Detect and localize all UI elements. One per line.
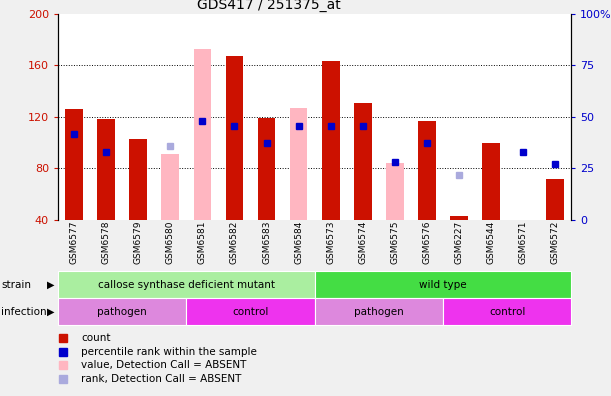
Text: GSM6584: GSM6584 [294,221,303,264]
Text: GSM6581: GSM6581 [198,221,207,264]
Text: GSM6579: GSM6579 [134,221,143,264]
Bar [315,271,571,298]
Bar [386,163,404,220]
Text: rank, Detection Call = ABSENT: rank, Detection Call = ABSENT [81,373,241,384]
Text: ▶: ▶ [47,280,54,290]
Text: pathogen: pathogen [97,307,147,317]
Bar [315,298,443,325]
Bar [290,108,307,220]
Text: GSM6576: GSM6576 [422,221,431,264]
Text: control: control [489,307,525,317]
Bar [194,49,211,220]
Text: strain: strain [1,280,31,290]
Text: GSM6573: GSM6573 [326,221,335,264]
Text: GSM6227: GSM6227 [455,221,464,264]
Text: GSM6571: GSM6571 [519,221,528,264]
Bar [65,109,83,220]
Bar [482,143,500,220]
Bar [130,139,147,220]
Text: pathogen: pathogen [354,307,404,317]
Text: GSM6582: GSM6582 [230,221,239,264]
Text: wild type: wild type [419,280,467,290]
Text: GSM6578: GSM6578 [101,221,111,264]
Bar [225,56,243,220]
Text: GSM6583: GSM6583 [262,221,271,264]
Text: GSM6544: GSM6544 [486,221,496,264]
Bar [161,154,179,220]
Text: ▶: ▶ [47,307,54,317]
Text: infection: infection [1,307,47,317]
Text: count: count [81,333,111,343]
Text: GSM6572: GSM6572 [551,221,560,264]
Bar [450,216,468,220]
Text: percentile rank within the sample: percentile rank within the sample [81,347,257,357]
Text: GSM6574: GSM6574 [358,221,367,264]
Text: value, Detection Call = ABSENT: value, Detection Call = ABSENT [81,360,246,370]
Bar [186,298,315,325]
Bar [443,298,571,325]
Bar [418,121,436,220]
Text: GSM6580: GSM6580 [166,221,175,264]
Bar [58,271,315,298]
Bar [58,298,186,325]
Text: control: control [232,307,269,317]
Text: GSM6575: GSM6575 [390,221,400,264]
Bar [322,61,340,220]
Bar [354,103,371,220]
Bar [97,120,115,220]
Text: GSM6577: GSM6577 [70,221,79,264]
Bar [546,179,564,220]
Text: GDS417 / 251375_at: GDS417 / 251375_at [197,0,341,12]
Text: callose synthase deficient mutant: callose synthase deficient mutant [98,280,275,290]
Bar [258,118,276,220]
